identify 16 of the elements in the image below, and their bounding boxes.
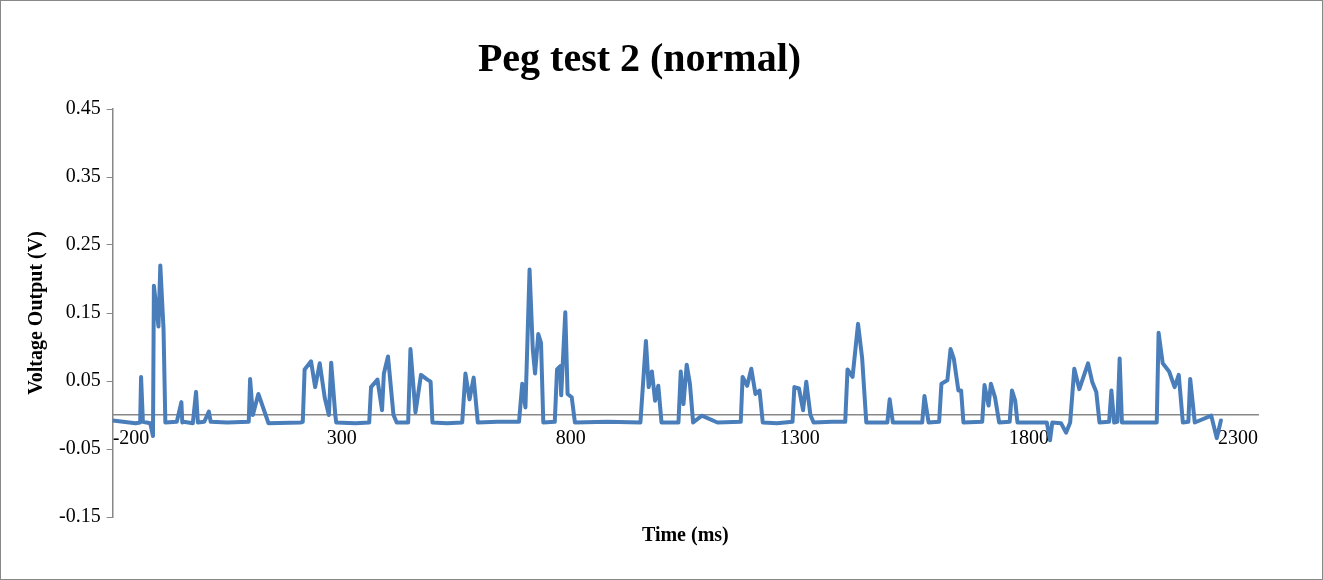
y-tick-label: -0.05 (58, 436, 101, 459)
x-axis-title: Time (ms) (641, 523, 729, 547)
y-tick-label: -0.15 (58, 504, 101, 527)
y-tick-label: 0.45 (65, 96, 101, 119)
y-axis-title: Voltage Output (V) (24, 231, 48, 395)
y-tick-label: 0.15 (65, 300, 101, 323)
y-tick-label: 0.25 (65, 232, 101, 255)
chart-title: Peg test 2 (normal) (477, 35, 802, 81)
x-tick-label: 800 (555, 426, 586, 449)
y-tick-label: 0.35 (65, 164, 101, 187)
x-tick-label: 1300 (779, 426, 820, 449)
y-tick-label: 0.05 (65, 368, 101, 391)
x-tick-label: 2300 (1218, 426, 1258, 449)
x-tick-label: 1800 (1008, 426, 1049, 449)
x-tick-label: -200 (112, 426, 150, 449)
x-tick-label: 300 (326, 426, 357, 449)
